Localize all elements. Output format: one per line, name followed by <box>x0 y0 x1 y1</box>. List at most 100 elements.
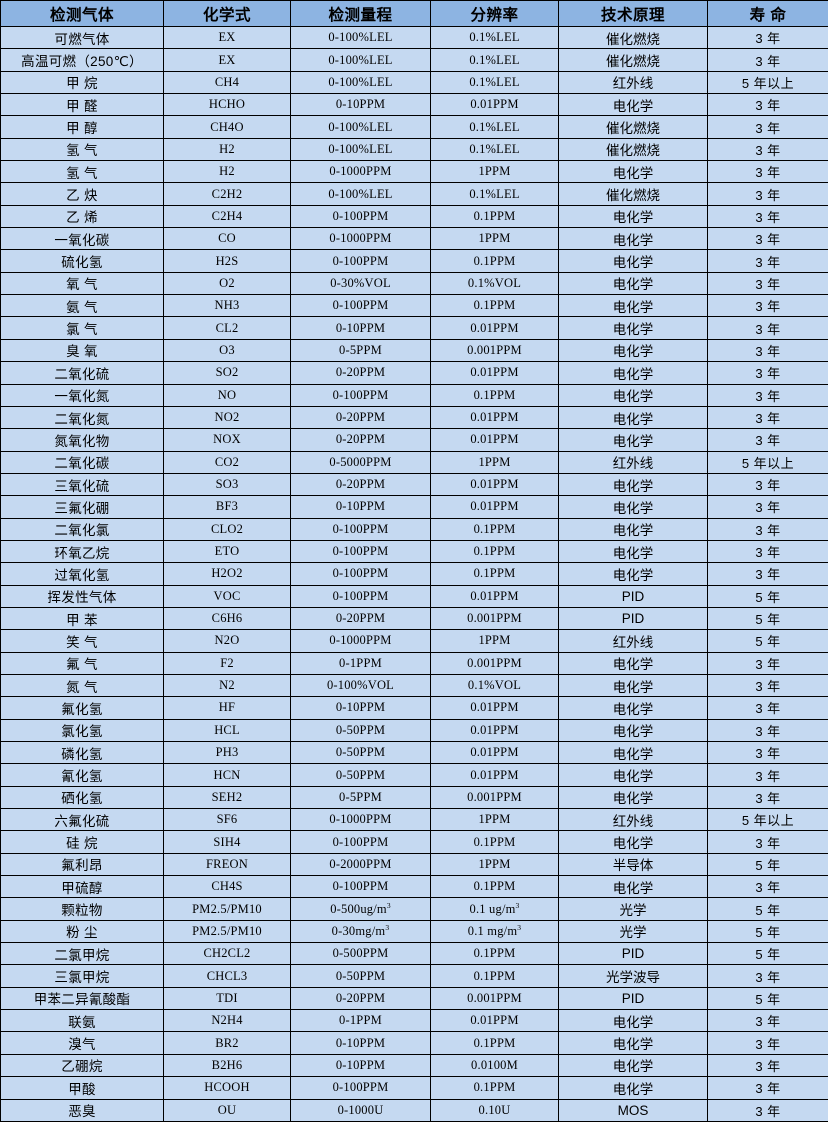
cell-range: 0-20PPM <box>291 429 431 451</box>
cell-resolution: 0.1PPM <box>431 384 559 406</box>
cell-gas: 可燃气体 <box>1 27 164 49</box>
cell-formula: HF <box>164 697 291 719</box>
cell-gas: 三氯甲烷 <box>1 965 164 987</box>
cell-technology: 电化学 <box>559 1077 708 1099</box>
cell-range: 0-10PPM <box>291 496 431 518</box>
cell-gas: 氨 气 <box>1 295 164 317</box>
cell-resolution: 0.01PPM <box>431 697 559 719</box>
cell-lifetime: 3 年 <box>708 1054 828 1076</box>
cell-technology: 电化学 <box>559 406 708 428</box>
column-header-lifetime: 寿 命 <box>708 1 828 27</box>
cell-formula: H2 <box>164 138 291 160</box>
cell-range: 0-100PPM <box>291 563 431 585</box>
cell-technology: 电化学 <box>559 205 708 227</box>
cell-range: 0-100PPM <box>291 384 431 406</box>
cell-resolution: 0.01PPM <box>431 1010 559 1032</box>
cell-range: 0-1000PPM <box>291 161 431 183</box>
cell-formula: PH3 <box>164 742 291 764</box>
cell-technology: 电化学 <box>559 295 708 317</box>
cell-lifetime: 3 年 <box>708 1077 828 1099</box>
cell-resolution: 1PPM <box>431 809 559 831</box>
cell-formula: EX <box>164 49 291 71</box>
cell-gas: 二氯甲烷 <box>1 943 164 965</box>
cell-technology: 电化学 <box>559 339 708 361</box>
cell-range: 0-500PPM <box>291 943 431 965</box>
cell-range: 0-20PPM <box>291 406 431 428</box>
cell-resolution: 0.001PPM <box>431 786 559 808</box>
cell-gas: 挥发性气体 <box>1 585 164 607</box>
cell-range: 0-10PPM <box>291 317 431 339</box>
cell-technology: 电化学 <box>559 94 708 116</box>
cell-formula: CH4S <box>164 876 291 898</box>
cell-formula: N2O <box>164 630 291 652</box>
cell-technology: 电化学 <box>559 1054 708 1076</box>
cell-resolution: 0.1%LEL <box>431 49 559 71</box>
cell-resolution: 0.01PPM <box>431 585 559 607</box>
cell-formula: SF6 <box>164 809 291 831</box>
cell-technology: 红外线 <box>559 71 708 93</box>
cell-formula: O2 <box>164 272 291 294</box>
cell-range: 0-100%LEL <box>291 183 431 205</box>
cell-range: 0-100%VOL <box>291 674 431 696</box>
cell-range: 0-100PPM <box>291 250 431 272</box>
cell-technology: 电化学 <box>559 563 708 585</box>
cell-gas: 硅 烷 <box>1 831 164 853</box>
column-header-gas: 检测气体 <box>1 1 164 27</box>
cell-resolution: 0.01PPM <box>431 473 559 495</box>
cell-gas: 三氟化硼 <box>1 496 164 518</box>
cell-formula: HCHO <box>164 94 291 116</box>
cell-formula: TDI <box>164 987 291 1009</box>
cell-technology: 电化学 <box>559 250 708 272</box>
cell-gas: 氯化氢 <box>1 719 164 741</box>
cell-gas: 氰化氢 <box>1 764 164 786</box>
cell-technology: 催化燃烧 <box>559 183 708 205</box>
cell-formula: NOX <box>164 429 291 451</box>
cell-range: 0-10PPM <box>291 94 431 116</box>
cell-gas: 氟化氢 <box>1 697 164 719</box>
cell-range: 0-100PPM <box>291 205 431 227</box>
cell-technology: 催化燃烧 <box>559 27 708 49</box>
cell-formula: SEH2 <box>164 786 291 808</box>
cell-gas: 氢 气 <box>1 138 164 160</box>
cell-resolution: 0.1PPM <box>431 943 559 965</box>
cell-technology: 电化学 <box>559 228 708 250</box>
cell-range: 0-5000PPM <box>291 451 431 473</box>
cell-gas: 乙 烯 <box>1 205 164 227</box>
cell-range: 0-1000PPM <box>291 630 431 652</box>
cell-gas: 磷化氢 <box>1 742 164 764</box>
cell-resolution: 0.01PPM <box>431 742 559 764</box>
cell-lifetime: 3 年 <box>708 674 828 696</box>
cell-range: 0-1PPM <box>291 652 431 674</box>
cell-resolution: 0.01PPM <box>431 406 559 428</box>
cell-gas: 氟 气 <box>1 652 164 674</box>
cell-gas: 氮 气 <box>1 674 164 696</box>
cell-range: 0-50PPM <box>291 764 431 786</box>
cell-lifetime: 3 年 <box>708 295 828 317</box>
cell-technology: PID <box>559 987 708 1009</box>
cell-range: 0-100%LEL <box>291 27 431 49</box>
cell-gas: 过氧化氢 <box>1 563 164 585</box>
cell-formula: HCL <box>164 719 291 741</box>
cell-formula: C2H2 <box>164 183 291 205</box>
cell-technology: 电化学 <box>559 876 708 898</box>
cell-formula: PM2.5/PM10 <box>164 898 291 920</box>
cell-resolution: 0.1PPM <box>431 295 559 317</box>
cell-gas: 粉 尘 <box>1 920 164 942</box>
cell-technology: 电化学 <box>559 540 708 562</box>
cell-lifetime: 5 年 <box>708 987 828 1009</box>
cell-formula: F2 <box>164 652 291 674</box>
